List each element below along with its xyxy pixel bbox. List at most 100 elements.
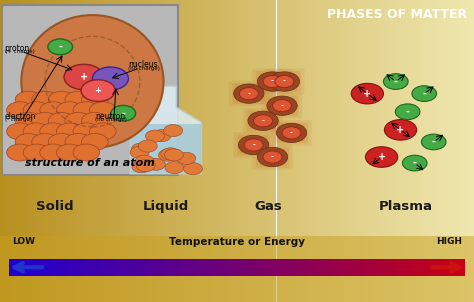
Bar bbox=[136, 0, 137, 302]
Bar bbox=[401, 0, 403, 302]
Bar bbox=[300, 0, 302, 302]
Bar bbox=[143, 259, 145, 275]
Bar bbox=[199, 0, 201, 302]
Bar bbox=[461, 0, 463, 302]
Bar bbox=[457, 259, 458, 275]
Bar bbox=[272, 259, 273, 275]
Bar bbox=[264, 0, 265, 302]
Bar bbox=[376, 259, 378, 275]
Circle shape bbox=[254, 115, 273, 127]
Bar bbox=[182, 259, 184, 275]
Bar bbox=[254, 259, 255, 275]
Bar bbox=[393, 259, 395, 275]
Bar bbox=[212, 0, 213, 302]
Bar bbox=[223, 0, 224, 302]
Bar bbox=[201, 259, 202, 275]
Bar bbox=[395, 0, 397, 302]
Text: neutron: neutron bbox=[95, 112, 125, 121]
Bar bbox=[185, 259, 187, 275]
Circle shape bbox=[351, 83, 383, 104]
Bar bbox=[257, 259, 258, 275]
Circle shape bbox=[7, 102, 33, 119]
Circle shape bbox=[263, 151, 282, 163]
Bar bbox=[441, 0, 442, 302]
Bar bbox=[299, 0, 300, 302]
Bar bbox=[65, 0, 66, 302]
Bar bbox=[146, 259, 147, 275]
Bar bbox=[347, 0, 349, 302]
Bar bbox=[435, 0, 436, 302]
Bar bbox=[164, 259, 166, 275]
Bar bbox=[289, 0, 291, 302]
Bar bbox=[431, 0, 433, 302]
Bar bbox=[446, 0, 447, 302]
Bar bbox=[404, 259, 405, 275]
Bar bbox=[261, 259, 263, 275]
Text: -: - bbox=[252, 142, 255, 148]
Text: (no charge): (no charge) bbox=[95, 117, 127, 123]
Bar bbox=[401, 259, 402, 275]
Bar bbox=[202, 0, 204, 302]
Circle shape bbox=[257, 147, 288, 167]
Bar bbox=[443, 259, 445, 275]
Bar bbox=[189, 259, 190, 275]
Bar bbox=[384, 259, 386, 275]
Text: -: - bbox=[281, 103, 283, 109]
Bar bbox=[408, 0, 409, 302]
Bar bbox=[336, 259, 337, 275]
Bar bbox=[422, 259, 424, 275]
Bar bbox=[245, 0, 246, 302]
Bar bbox=[296, 259, 298, 275]
Bar bbox=[248, 0, 250, 302]
Bar bbox=[55, 259, 56, 275]
Bar bbox=[398, 259, 399, 275]
Circle shape bbox=[7, 123, 33, 140]
Polygon shape bbox=[131, 124, 201, 173]
Text: (no charge): (no charge) bbox=[128, 66, 160, 71]
Bar bbox=[302, 259, 304, 275]
Text: -: - bbox=[121, 108, 125, 118]
Text: structure of an atom: structure of an atom bbox=[25, 158, 155, 168]
Bar bbox=[50, 259, 52, 275]
Circle shape bbox=[40, 102, 66, 119]
Bar bbox=[84, 0, 85, 302]
Bar bbox=[425, 259, 427, 275]
Bar bbox=[380, 259, 381, 275]
Bar bbox=[122, 0, 123, 302]
Bar bbox=[82, 259, 84, 275]
FancyBboxPatch shape bbox=[233, 132, 274, 158]
Bar bbox=[79, 259, 81, 275]
Bar bbox=[109, 0, 110, 302]
Bar bbox=[188, 0, 190, 302]
Bar bbox=[416, 0, 417, 302]
Text: (+ charge): (+ charge) bbox=[5, 49, 35, 54]
Circle shape bbox=[135, 155, 154, 167]
Bar bbox=[348, 259, 349, 275]
Bar bbox=[289, 259, 290, 275]
Bar bbox=[366, 259, 367, 275]
Bar bbox=[275, 259, 276, 275]
Bar bbox=[55, 0, 57, 302]
Bar bbox=[194, 259, 196, 275]
Text: -: - bbox=[271, 154, 274, 160]
Bar bbox=[410, 259, 411, 275]
Circle shape bbox=[56, 123, 83, 140]
Bar bbox=[134, 259, 136, 275]
Bar bbox=[417, 0, 419, 302]
Circle shape bbox=[56, 144, 83, 161]
Bar bbox=[13, 0, 14, 302]
Bar bbox=[117, 0, 118, 302]
Circle shape bbox=[239, 88, 258, 100]
Circle shape bbox=[90, 123, 116, 140]
Circle shape bbox=[130, 146, 149, 158]
Bar bbox=[36, 0, 38, 302]
Bar bbox=[65, 259, 67, 275]
Bar bbox=[322, 0, 324, 302]
Bar bbox=[75, 259, 76, 275]
Circle shape bbox=[136, 160, 155, 172]
Bar bbox=[313, 259, 314, 275]
Bar bbox=[56, 259, 58, 275]
Circle shape bbox=[32, 112, 58, 129]
Bar bbox=[94, 259, 96, 275]
Bar bbox=[299, 259, 301, 275]
